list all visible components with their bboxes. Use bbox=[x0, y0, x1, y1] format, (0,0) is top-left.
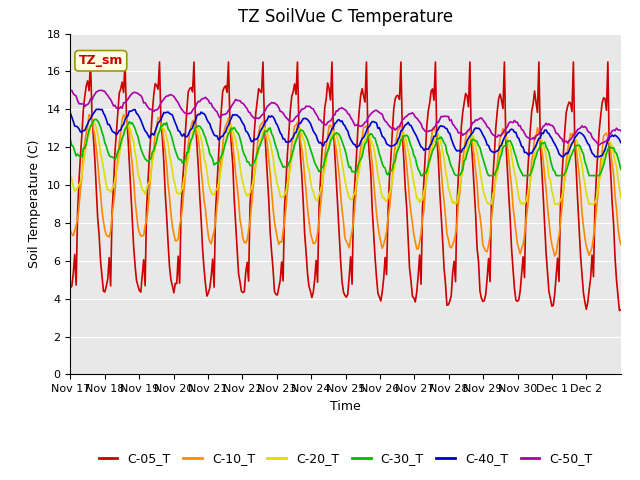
C-40_T bbox=[558, 154, 566, 159]
C-40_T bbox=[616, 136, 623, 142]
C-05_T bbox=[351, 178, 359, 183]
Title: TZ SoilVue C Temperature: TZ SoilVue C Temperature bbox=[238, 9, 453, 26]
X-axis label: Time: Time bbox=[330, 400, 361, 413]
Line: C-10_T: C-10_T bbox=[70, 115, 621, 256]
C-30_T bbox=[419, 173, 426, 179]
C-50_T bbox=[68, 87, 76, 93]
C-20_T bbox=[67, 173, 74, 179]
C-05_T bbox=[617, 307, 625, 312]
C-50_T bbox=[460, 131, 468, 137]
C-20_T bbox=[90, 120, 97, 125]
C-20_T bbox=[85, 131, 93, 137]
C-05_T bbox=[86, 59, 94, 65]
C-05_T bbox=[85, 88, 93, 94]
C-30_T bbox=[92, 117, 100, 122]
C-50_T bbox=[104, 93, 111, 98]
Line: C-40_T: C-40_T bbox=[70, 109, 621, 156]
C-05_T bbox=[67, 285, 74, 291]
C-30_T bbox=[543, 146, 551, 152]
C-20_T bbox=[104, 187, 111, 193]
C-50_T bbox=[616, 127, 623, 133]
C-50_T bbox=[617, 128, 625, 133]
C-10_T bbox=[551, 253, 559, 259]
C-10_T bbox=[104, 233, 111, 239]
C-30_T bbox=[617, 167, 625, 172]
C-50_T bbox=[595, 142, 603, 148]
C-05_T bbox=[542, 250, 550, 256]
C-40_T bbox=[85, 118, 93, 123]
C-10_T bbox=[542, 186, 550, 192]
C-10_T bbox=[67, 228, 74, 233]
C-30_T bbox=[85, 127, 93, 132]
C-50_T bbox=[86, 96, 94, 102]
C-20_T bbox=[617, 194, 625, 200]
C-05_T bbox=[616, 308, 623, 313]
Line: C-05_T: C-05_T bbox=[70, 62, 621, 311]
Line: C-20_T: C-20_T bbox=[70, 122, 621, 204]
Legend: C-05_T, C-10_T, C-20_T, C-30_T, C-40_T, C-50_T: C-05_T, C-10_T, C-20_T, C-30_T, C-40_T, … bbox=[93, 447, 598, 470]
C-40_T bbox=[104, 121, 111, 127]
C-20_T bbox=[461, 151, 469, 157]
C-40_T bbox=[542, 127, 550, 133]
Line: C-30_T: C-30_T bbox=[70, 120, 621, 176]
C-05_T bbox=[614, 293, 622, 299]
C-40_T bbox=[617, 140, 625, 145]
C-10_T bbox=[86, 113, 94, 119]
Line: C-50_T: C-50_T bbox=[70, 90, 621, 145]
C-10_T bbox=[351, 203, 359, 209]
C-40_T bbox=[67, 110, 74, 116]
C-30_T bbox=[67, 137, 74, 143]
C-30_T bbox=[461, 156, 469, 162]
C-20_T bbox=[452, 201, 460, 207]
C-40_T bbox=[351, 142, 359, 147]
Text: TZ_sm: TZ_sm bbox=[79, 54, 123, 67]
C-10_T bbox=[460, 145, 468, 151]
C-50_T bbox=[351, 123, 359, 129]
C-30_T bbox=[104, 149, 111, 155]
C-40_T bbox=[92, 107, 100, 112]
C-50_T bbox=[67, 88, 74, 94]
C-20_T bbox=[351, 191, 359, 196]
C-30_T bbox=[616, 160, 623, 166]
C-10_T bbox=[617, 241, 625, 247]
C-10_T bbox=[85, 112, 93, 118]
C-20_T bbox=[616, 184, 623, 190]
C-50_T bbox=[542, 120, 550, 126]
C-30_T bbox=[351, 169, 359, 175]
C-10_T bbox=[616, 236, 623, 241]
C-40_T bbox=[460, 145, 468, 151]
Y-axis label: Soil Temperature (C): Soil Temperature (C) bbox=[28, 140, 41, 268]
C-20_T bbox=[543, 160, 551, 166]
C-05_T bbox=[104, 276, 111, 282]
C-05_T bbox=[460, 100, 468, 106]
